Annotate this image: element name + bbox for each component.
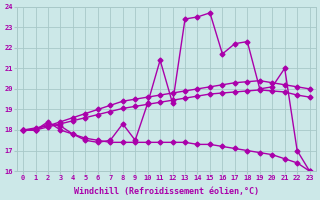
X-axis label: Windchill (Refroidissement éolien,°C): Windchill (Refroidissement éolien,°C) [74, 187, 259, 196]
